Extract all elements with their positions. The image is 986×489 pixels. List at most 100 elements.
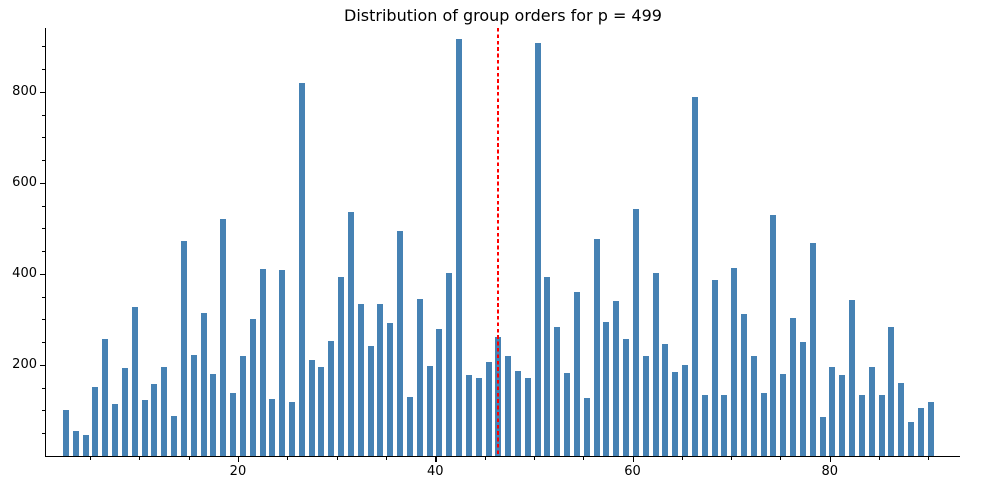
bar <box>210 373 217 456</box>
x-minor-tick <box>385 457 387 460</box>
y-minor-tick <box>42 205 45 207</box>
bar <box>269 399 276 456</box>
bar <box>72 430 79 456</box>
bar <box>524 377 531 456</box>
bar <box>82 435 89 456</box>
bar <box>416 298 423 456</box>
x-tick-label: 60 <box>624 464 641 479</box>
bar <box>888 327 895 456</box>
bar <box>151 384 158 456</box>
bar <box>288 401 295 456</box>
x-minor-tick <box>533 457 535 460</box>
y-tick-label: 400 <box>12 265 37 281</box>
bar <box>662 344 669 456</box>
bar <box>62 409 69 456</box>
x-minor-tick <box>928 457 930 460</box>
bar <box>190 354 197 456</box>
x-minor-tick <box>681 457 683 460</box>
y-minor-tick <box>42 410 45 412</box>
bar <box>426 365 433 456</box>
bar <box>603 321 610 456</box>
bar <box>691 97 698 456</box>
bar <box>239 355 246 456</box>
x-minor-tick <box>188 457 190 460</box>
bar <box>711 280 718 456</box>
bar <box>564 373 571 456</box>
y-minor-tick <box>42 342 45 344</box>
x-major-tick <box>829 457 832 462</box>
y-major-tick <box>40 91 45 94</box>
bar <box>927 402 934 456</box>
y-tick-label: 200 <box>12 356 37 372</box>
bar <box>131 306 138 456</box>
y-tick-label: 800 <box>12 83 37 99</box>
bar <box>279 270 286 456</box>
bar <box>583 397 590 456</box>
bar <box>318 367 325 456</box>
bar <box>485 361 492 456</box>
bar <box>593 239 600 456</box>
y-minor-tick <box>42 296 45 298</box>
y-minor-tick <box>42 228 45 230</box>
bar <box>308 360 315 456</box>
x-major-tick <box>237 457 240 462</box>
y-minor-tick <box>42 114 45 116</box>
bar <box>682 365 689 456</box>
bar <box>721 394 728 456</box>
x-minor-tick <box>336 457 338 460</box>
threshold-line <box>497 28 500 456</box>
bar <box>220 218 227 456</box>
bar <box>849 300 856 456</box>
bar <box>770 215 777 456</box>
bar <box>328 340 335 456</box>
bar <box>377 304 384 456</box>
bar <box>623 338 630 456</box>
y-minor-tick <box>42 319 45 321</box>
bar <box>741 313 747 456</box>
bar <box>878 394 885 456</box>
bar <box>200 312 207 456</box>
bar <box>917 408 924 456</box>
bar <box>573 291 580 456</box>
chart-title: Distribution of group orders for p = 499 <box>344 6 662 25</box>
y-axis-spine <box>45 28 47 457</box>
bar <box>230 393 237 456</box>
bar <box>868 367 875 456</box>
bar <box>102 338 109 456</box>
x-tick-label: 40 <box>426 464 444 479</box>
bar <box>642 355 649 456</box>
bar <box>750 356 757 456</box>
bar <box>249 318 256 456</box>
x-minor-tick <box>139 457 141 460</box>
y-minor-tick <box>42 160 45 162</box>
y-minor-tick <box>42 433 45 435</box>
bar <box>475 377 482 456</box>
y-minor-tick <box>42 68 45 70</box>
bar <box>819 417 826 456</box>
x-tick-label: 20 <box>229 464 247 479</box>
bar <box>839 374 846 456</box>
bar <box>446 272 453 456</box>
y-minor-tick <box>42 46 45 48</box>
x-minor-tick <box>583 457 585 460</box>
bar <box>406 396 413 456</box>
bar <box>298 82 305 456</box>
x-axis-spine <box>45 456 960 458</box>
bar <box>514 370 521 456</box>
bar <box>652 272 659 456</box>
bar <box>180 240 187 456</box>
bar <box>357 303 364 456</box>
bar <box>672 371 679 456</box>
bar <box>731 268 738 456</box>
x-minor-tick <box>89 457 91 460</box>
bar <box>121 368 128 456</box>
x-major-tick <box>632 457 634 462</box>
bar <box>790 318 797 456</box>
bar <box>701 394 708 456</box>
bar <box>397 231 404 456</box>
bar <box>799 341 806 456</box>
bar <box>554 326 561 456</box>
bar <box>347 212 354 456</box>
x-minor-tick <box>780 457 782 460</box>
